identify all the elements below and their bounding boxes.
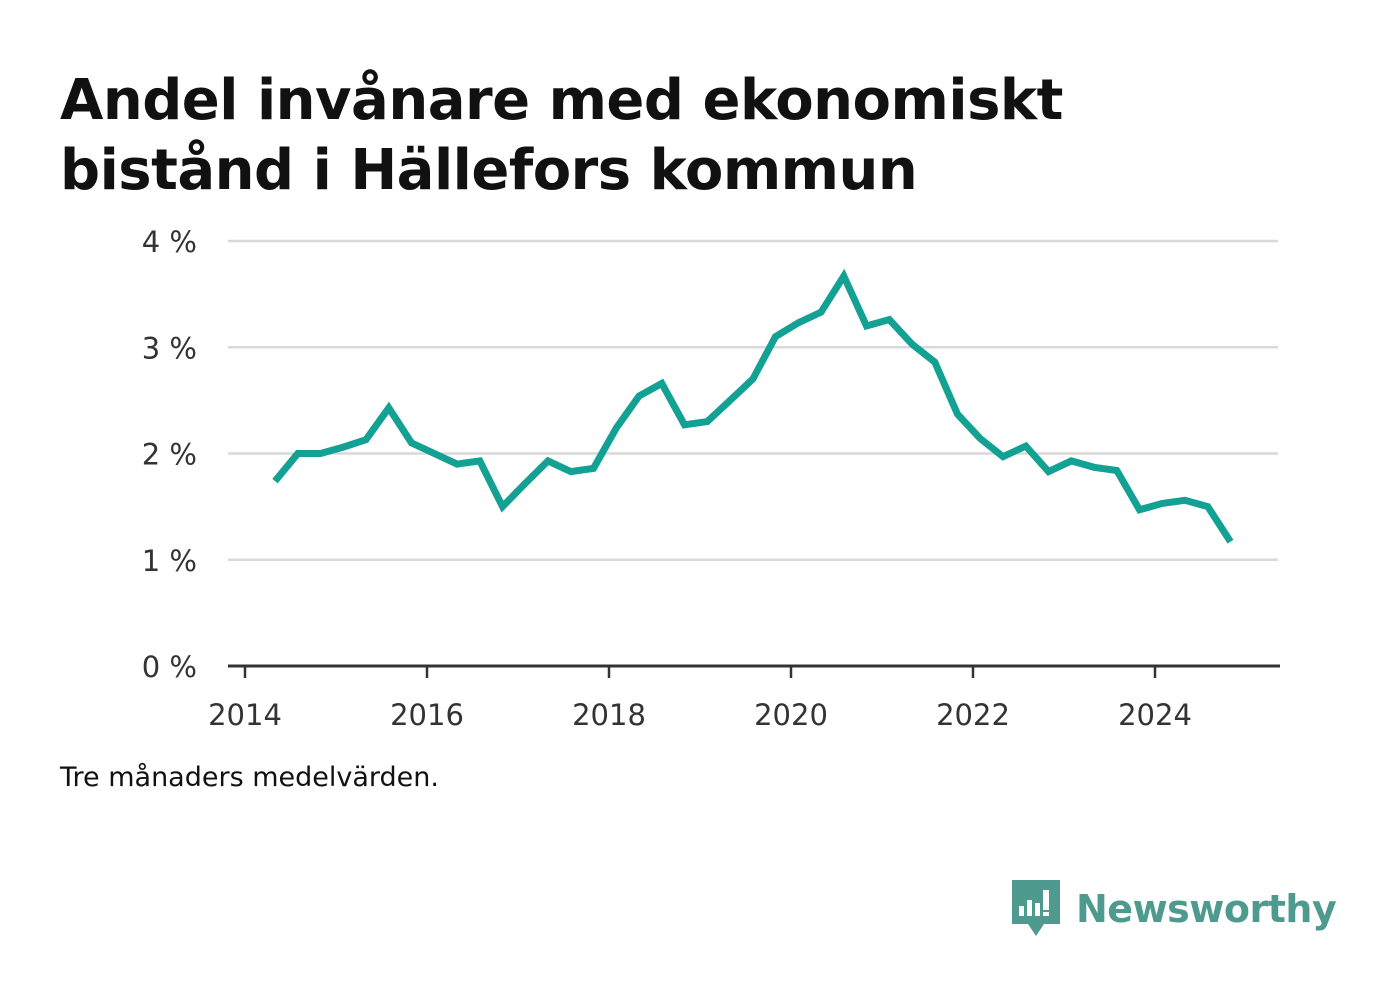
y-tick-label: 2 %	[142, 438, 197, 472]
x-tick-label: 2014	[208, 698, 282, 732]
footnote: Tre månaders medelvärden.	[60, 762, 439, 793]
chart-title: Andel invånare med ekonomiskt bistånd i …	[60, 68, 1063, 203]
y-tick-label: 1 %	[142, 544, 197, 578]
gridlines	[228, 239, 1278, 561]
x-tick-label: 2024	[1118, 698, 1192, 732]
x-tick-label: 2018	[572, 698, 646, 732]
y-axis-ticks: 0 % 1 % 2 % 3 % 4 %	[142, 225, 197, 684]
x-tick-label: 2020	[754, 698, 828, 732]
y-tick-label: 4 %	[142, 225, 197, 259]
x-axis: 2014 2016 2018 2020 2022 2024	[208, 664, 1280, 732]
x-tick-label: 2016	[390, 698, 464, 732]
newsworthy-logo: Newsworthy	[1010, 878, 1337, 940]
x-tick-label: 2022	[936, 698, 1010, 732]
y-tick-label: 0 %	[142, 650, 197, 684]
newsworthy-logo-icon	[1012, 880, 1060, 936]
y-tick-label: 3 %	[142, 331, 197, 365]
brand-name: Newsworthy	[1076, 887, 1337, 931]
series-layer	[272, 268, 1234, 544]
series-line	[272, 268, 1234, 544]
